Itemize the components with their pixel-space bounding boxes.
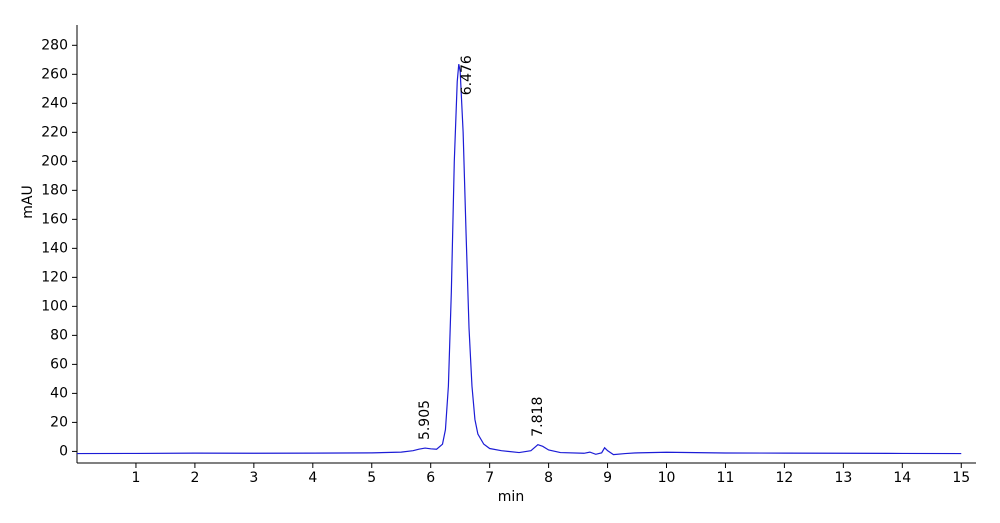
x-tick-label: 12 <box>775 470 793 486</box>
x-tick-label: 10 <box>658 470 676 486</box>
y-tick-label: 200 <box>41 153 68 169</box>
peak-label: 6.476 <box>459 55 475 95</box>
y-tick-label: 140 <box>41 240 68 256</box>
line-series <box>76 64 962 456</box>
y-tick-label: 280 <box>41 37 68 53</box>
y-tick-label: 100 <box>41 298 68 314</box>
x-tick-label: 5 <box>367 470 376 486</box>
y-tick-label: 120 <box>41 269 68 285</box>
x-tick-label: 13 <box>834 470 852 486</box>
x-tick-label: 3 <box>249 470 258 486</box>
y-axis-label: mAU <box>20 185 36 218</box>
y-tick-label: 160 <box>41 211 68 227</box>
peak-label: 7.818 <box>530 397 546 437</box>
y-tick-label: 0 <box>59 443 68 459</box>
x-tick-label: 9 <box>603 470 612 486</box>
x-tick-label: 8 <box>544 470 553 486</box>
y-tick-label: 180 <box>41 182 68 198</box>
x-tick-label: 14 <box>893 470 911 486</box>
y-tick-label: 60 <box>50 356 68 372</box>
x-tick-label: 2 <box>190 470 199 486</box>
x-tick-label: 4 <box>308 470 317 486</box>
y-tick-label: 260 <box>41 66 68 82</box>
x-axis-label: min <box>498 489 524 505</box>
y-tick-label: 80 <box>50 327 68 343</box>
y-tick-label: 40 <box>50 385 68 401</box>
x-tick-label: 1 <box>131 470 140 486</box>
y-tick-label: 240 <box>41 95 68 111</box>
peak-label: 5.905 <box>417 400 433 440</box>
x-tick-label: 11 <box>717 470 735 486</box>
y-tick-label: 220 <box>41 124 68 140</box>
x-tick-label: 6 <box>426 470 435 486</box>
x-tick-label: 7 <box>485 470 494 486</box>
x-tick-label: 15 <box>952 470 970 486</box>
y-tick-label: 20 <box>50 414 68 430</box>
